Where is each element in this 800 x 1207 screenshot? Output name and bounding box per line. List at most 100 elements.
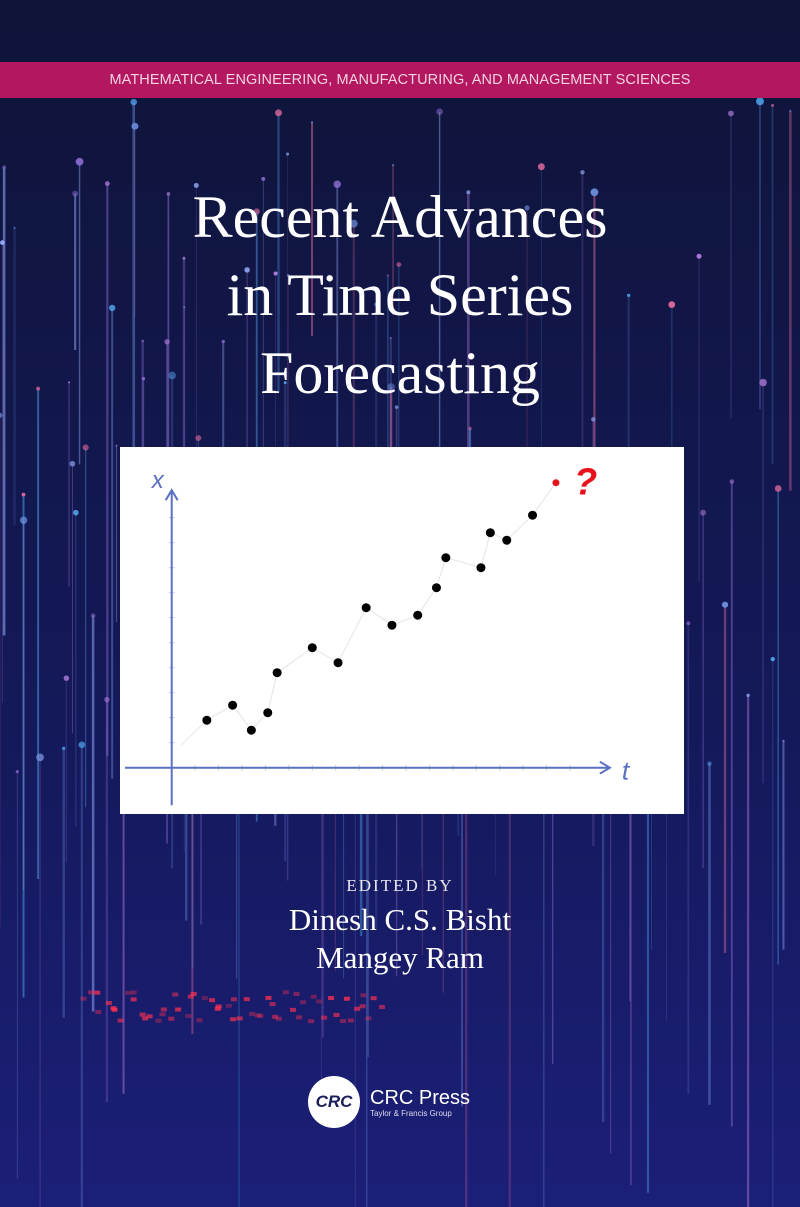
data-point [528,510,538,520]
series-band: MATHEMATICAL ENGINEERING, MANUFACTURING,… [0,62,800,98]
light-dot [69,460,76,467]
light-dot [130,98,137,106]
data-point [502,535,512,545]
edited-by-label: EDITED BY [346,876,454,895]
light-dot [269,1002,276,1007]
data-point [441,553,451,563]
light-dot [272,1014,279,1019]
light-dot [236,1016,243,1021]
light-dot [15,770,19,774]
light-dot [73,509,79,516]
forecast-question-mark: ? [574,462,597,504]
light-dot [580,170,585,175]
logo-text: CRC [315,1092,353,1111]
data-point [228,700,238,710]
light-dot [63,675,70,681]
light-dot [141,376,146,381]
light-dot [111,1007,118,1012]
light-dot [321,1015,328,1020]
light-dot [253,208,260,215]
light-dot [62,746,66,751]
light-dot [282,990,289,995]
light-dot [104,181,110,187]
data-point [333,658,343,668]
light-dot [21,492,26,497]
light-dot [296,1015,303,1020]
light-dot [125,990,132,995]
light-dot [159,1012,166,1017]
data-point [387,620,397,630]
light-dot [286,273,290,277]
light-dot [196,1018,203,1023]
data-point [202,715,212,725]
light-dot [316,999,323,1004]
light-dot [343,996,350,1001]
light-dot [155,1018,162,1023]
light-dot [261,176,266,181]
light-dot [468,426,472,431]
light-dot [590,188,599,197]
light-dot [275,1016,282,1021]
light-dot [721,601,729,608]
light-dot [789,109,792,113]
title-line: Forecasting [260,340,540,406]
light-dot [774,485,782,492]
light-dot [88,990,95,995]
light-dot [354,1006,361,1011]
light-dot [537,163,545,171]
light-dot [349,219,358,228]
light-dot [108,304,116,312]
light-dot [365,1016,372,1021]
light-dot [396,262,402,268]
light-dot [333,1012,340,1017]
light-dot [360,993,367,998]
light-dot [248,1011,255,1016]
light-dot [386,274,389,277]
light-dot [0,240,5,245]
light-dot [310,994,317,999]
data-point [272,668,282,678]
light-dot [182,256,186,260]
light-dot [370,996,377,1001]
light-dot [333,180,341,188]
publisher: CRC CRC Press Taylor & Francis Group [308,1076,470,1128]
light-dot [328,996,335,1001]
light-dot [627,293,631,297]
light-dot [190,991,197,996]
chart-svg: t x ? [125,462,631,806]
light-dot [104,696,110,703]
light-dot [310,121,314,124]
light-dot [105,1001,112,1006]
light-dot [686,621,691,626]
light-dot [289,1007,296,1012]
data-point [263,708,273,718]
crc-logo: CRC [308,1076,360,1128]
light-dot [185,1014,192,1019]
light-dot [94,990,101,995]
light-dot [146,1014,153,1019]
light-dot [141,339,144,343]
light-dot [230,1017,237,1022]
light-dot [254,1013,261,1018]
light-dot [394,405,399,409]
light-dot [72,190,79,197]
data-point [307,643,317,653]
light-dot [591,417,596,422]
light-dot [257,1013,264,1018]
title-line: Recent Advances [192,184,608,250]
book-title: Recent Advances in Time Series Forecasti… [0,178,800,412]
light-dot [243,997,250,1002]
light-dot [130,997,137,1002]
light-dot [193,182,199,188]
light-dot [300,1000,307,1005]
data-point [476,563,486,573]
light-dot [347,1018,354,1023]
light-dot [746,693,750,697]
x-axis-label: t [622,756,631,786]
light-dot [215,1004,222,1009]
light-dot [389,336,392,340]
light-dot [392,164,395,167]
light-dot [166,191,171,196]
light-dot [225,1003,232,1008]
light-dot [378,1004,385,1009]
